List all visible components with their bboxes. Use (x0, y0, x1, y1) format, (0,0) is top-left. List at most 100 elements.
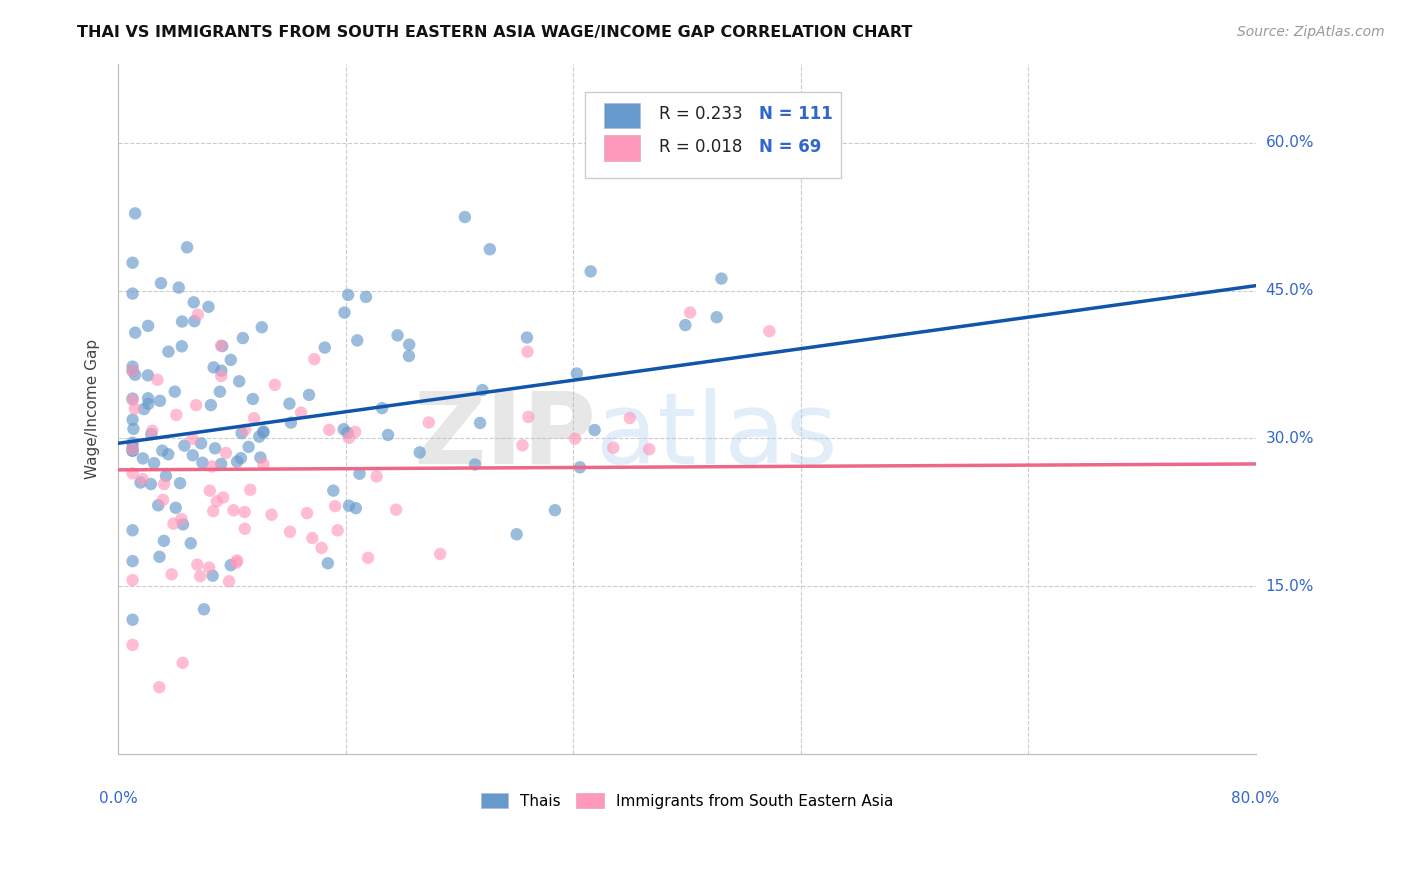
Point (679, 305, 702, 319)
Point (201, 568, 224, 582)
Point (121, 392, 143, 407)
Point (121, 467, 143, 481)
Point (138, 397, 160, 411)
Point (344, 425, 367, 439)
Point (512, 438, 534, 452)
Point (121, 444, 143, 458)
Point (517, 409, 540, 424)
Text: 60.0%: 60.0% (1265, 136, 1315, 151)
Point (146, 373, 169, 387)
Point (121, 286, 143, 301)
FancyBboxPatch shape (605, 103, 640, 128)
Point (242, 392, 264, 406)
Point (121, 573, 143, 587)
Point (298, 388, 321, 402)
Point (371, 401, 394, 416)
Point (165, 500, 187, 515)
Point (429, 547, 451, 561)
Point (249, 450, 271, 465)
Point (301, 531, 323, 545)
Point (354, 290, 377, 304)
Text: N = 111: N = 111 (759, 105, 832, 123)
Point (226, 553, 249, 567)
Point (464, 458, 486, 472)
Point (121, 256, 143, 270)
Point (318, 423, 340, 437)
Point (141, 427, 163, 442)
Legend: Thais, Immigrants from South Eastern Asia: Thais, Immigrants from South Eastern Asi… (474, 787, 900, 814)
Point (673, 318, 696, 332)
Point (143, 456, 166, 470)
Point (316, 556, 339, 570)
Point (172, 517, 194, 532)
Point (468, 416, 491, 430)
Point (121, 435, 143, 450)
Point (260, 508, 283, 522)
Point (366, 469, 388, 483)
Point (205, 494, 228, 508)
Point (385, 502, 408, 516)
Point (170, 314, 193, 328)
Point (478, 242, 501, 256)
Point (231, 426, 253, 441)
Point (211, 339, 233, 353)
Point (252, 457, 274, 471)
Point (565, 367, 588, 381)
Point (238, 440, 260, 454)
Point (706, 310, 728, 325)
Point (148, 549, 170, 564)
Point (121, 364, 143, 378)
Point (349, 467, 371, 481)
Point (173, 439, 195, 453)
Point (243, 411, 266, 425)
Point (121, 440, 143, 454)
Point (357, 550, 380, 565)
Point (409, 445, 432, 459)
Point (184, 398, 207, 412)
Point (121, 554, 143, 568)
Point (152, 492, 174, 507)
Point (132, 451, 155, 466)
Point (153, 533, 176, 548)
Point (346, 334, 368, 348)
Point (233, 505, 256, 519)
Point (219, 352, 242, 367)
Point (247, 429, 270, 443)
Point (181, 448, 204, 462)
Text: 30.0%: 30.0% (1265, 431, 1315, 446)
Point (148, 680, 170, 694)
Point (121, 359, 143, 374)
Point (505, 527, 527, 541)
Point (187, 308, 209, 322)
Point (202, 504, 225, 518)
Point (250, 320, 273, 334)
Point (160, 567, 183, 582)
Point (190, 436, 212, 450)
Point (121, 443, 143, 458)
Point (197, 300, 219, 314)
Point (193, 602, 215, 616)
Text: 45.0%: 45.0% (1265, 283, 1315, 298)
Point (129, 475, 152, 490)
Point (183, 314, 205, 328)
Point (225, 556, 247, 570)
Text: R = 0.018: R = 0.018 (658, 137, 742, 156)
Point (167, 280, 190, 294)
Point (314, 341, 336, 355)
Point (212, 491, 235, 505)
Point (619, 411, 641, 425)
Point (218, 574, 240, 589)
Point (252, 425, 274, 440)
Point (180, 536, 202, 550)
Point (377, 428, 399, 442)
Point (136, 391, 159, 405)
Text: N = 69: N = 69 (759, 137, 821, 156)
Point (188, 569, 211, 583)
Y-axis label: Wage/Income Gap: Wage/Income Gap (86, 339, 100, 479)
Point (121, 613, 143, 627)
Point (204, 442, 226, 456)
Point (229, 451, 252, 466)
Text: atlas: atlas (596, 388, 838, 485)
Point (326, 524, 349, 538)
Point (209, 338, 232, 352)
